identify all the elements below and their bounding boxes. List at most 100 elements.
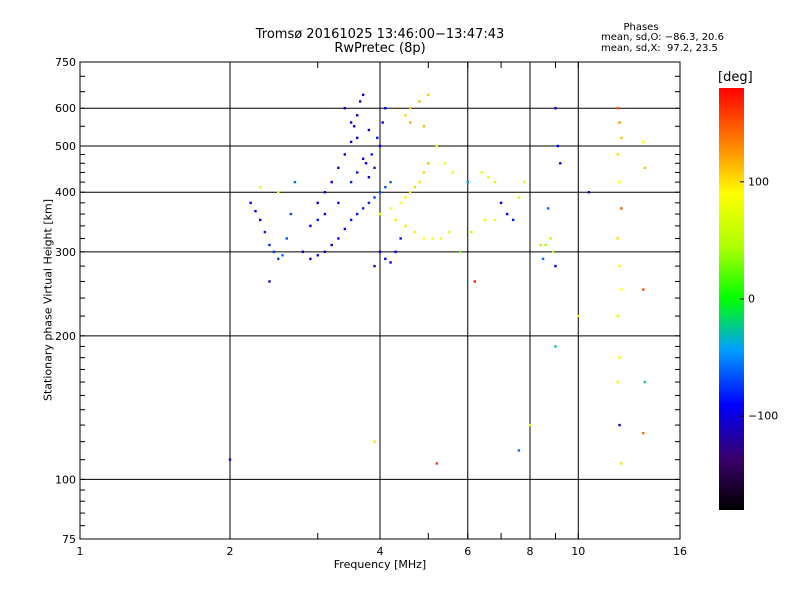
data-point <box>376 136 379 140</box>
data-point <box>337 166 340 170</box>
data-point <box>367 176 371 179</box>
data-point <box>404 224 407 228</box>
data-point <box>618 356 621 359</box>
data-point <box>616 237 619 240</box>
data-point <box>394 250 397 254</box>
data-point <box>263 230 267 234</box>
data-point <box>618 121 621 124</box>
data-points <box>228 93 647 465</box>
data-point <box>378 212 382 216</box>
colorbar-tick-label: 100 <box>748 175 769 189</box>
data-point <box>352 125 356 128</box>
data-point <box>384 257 387 261</box>
data-point <box>435 144 438 148</box>
data-point <box>323 191 327 194</box>
x-axis-label: Frequency [MHz] <box>333 558 427 571</box>
colorbar <box>719 88 744 510</box>
x-tick-label: 10 <box>571 545 585 558</box>
data-point <box>643 166 647 170</box>
data-point <box>413 185 417 189</box>
data-point <box>447 230 451 234</box>
axis-ticks: 1 2 4 6 8 10 16 75 100 200 300 400 500 600 750 <box>55 56 687 558</box>
chart-title: Tromsø 20161025 13:46:00−13:47:43 <box>255 27 505 42</box>
x-tick-label: 6 <box>464 545 471 558</box>
data-point <box>323 250 327 254</box>
data-point <box>480 171 483 174</box>
data-point <box>228 458 232 461</box>
data-point <box>268 243 271 247</box>
data-point <box>577 314 580 318</box>
x-tick-label: 8 <box>527 545 534 558</box>
x-tick-label: 2 <box>227 545 234 558</box>
x-tick-label: 4 <box>377 545 384 558</box>
data-point <box>642 431 645 435</box>
data-point <box>272 250 276 254</box>
data-point <box>349 180 353 184</box>
data-point <box>355 171 359 174</box>
data-point <box>493 218 497 222</box>
data-point <box>293 180 297 184</box>
data-point <box>642 288 645 291</box>
data-point <box>394 218 397 222</box>
data-point <box>505 212 509 216</box>
data-point <box>355 114 359 117</box>
data-point <box>431 237 434 240</box>
data-point <box>389 180 392 184</box>
data-point <box>268 280 271 283</box>
data-point <box>337 237 340 240</box>
data-point <box>373 196 376 199</box>
data-point <box>409 107 412 110</box>
data-point <box>642 140 645 144</box>
data-point <box>422 237 426 240</box>
phases-stats-x: mean, sd,X: 97.2, 23.5 <box>601 43 718 54</box>
data-point <box>330 180 333 184</box>
data-point <box>517 196 521 199</box>
data-point <box>361 93 365 97</box>
x-tick-label: 16 <box>673 545 687 558</box>
y-tick-label: 750 <box>55 56 76 69</box>
data-point <box>343 107 347 110</box>
data-point <box>323 212 327 216</box>
data-point <box>517 449 521 452</box>
colorbar-tick-label: −100 <box>748 409 779 423</box>
data-point <box>620 207 623 210</box>
data-point <box>427 162 430 165</box>
data-point <box>554 345 557 348</box>
data-point <box>409 191 412 194</box>
data-point <box>384 107 387 110</box>
data-point <box>473 280 477 283</box>
data-point <box>541 257 545 261</box>
data-point <box>277 257 280 261</box>
data-point <box>470 230 473 234</box>
y-tick-label: 300 <box>55 246 76 259</box>
data-point <box>355 212 359 216</box>
data-point <box>349 218 353 222</box>
data-point <box>367 128 371 132</box>
data-point <box>389 261 392 264</box>
data-point <box>551 250 555 254</box>
data-point <box>367 201 371 205</box>
y-tick-label: 600 <box>55 102 76 115</box>
data-point <box>487 176 490 179</box>
data-point <box>364 162 368 165</box>
data-point <box>399 201 402 205</box>
data-point <box>493 180 497 184</box>
data-point <box>373 264 376 268</box>
data-point <box>554 264 557 268</box>
data-point <box>373 440 376 443</box>
data-point <box>289 212 293 216</box>
data-point <box>435 462 438 465</box>
x-tick-label: 1 <box>77 545 84 558</box>
data-point <box>361 157 365 161</box>
data-point <box>337 201 340 205</box>
data-point <box>249 201 252 205</box>
data-point <box>422 125 426 128</box>
data-point <box>459 250 462 254</box>
data-point <box>554 107 557 110</box>
data-point <box>409 121 412 124</box>
data-point <box>439 237 443 240</box>
data-point <box>618 264 621 268</box>
data-point <box>389 207 392 210</box>
data-point <box>616 380 619 384</box>
